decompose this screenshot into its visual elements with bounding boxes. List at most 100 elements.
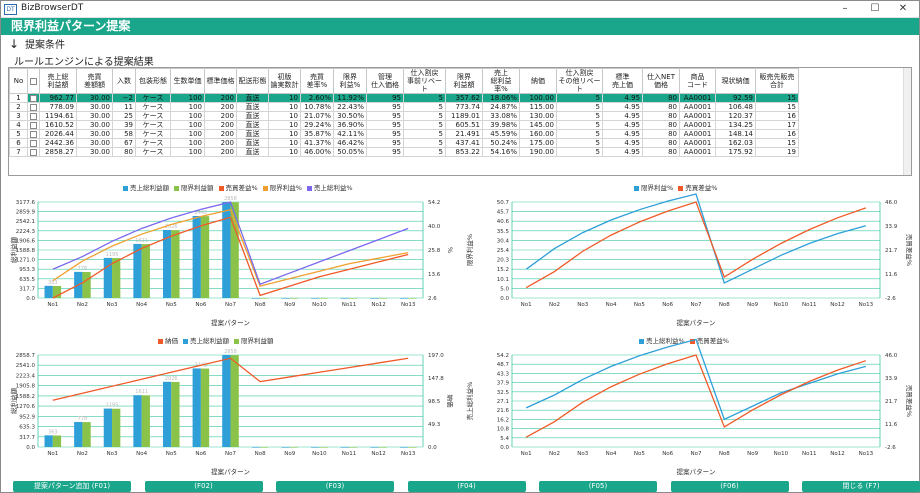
column-header[interactable]: 仕入割戻 その他リベート (556, 68, 603, 94)
series-line[interactable] (52, 208, 409, 287)
bar[interactable] (260, 447, 269, 448)
series-line[interactable] (525, 354, 867, 438)
bar[interactable] (399, 447, 409, 448)
column-header[interactable]: 売上総 利益額 (39, 68, 77, 94)
footer-button-f5[interactable]: (F05) (539, 481, 657, 492)
select-all-checkbox[interactable] (30, 77, 37, 85)
bar[interactable] (82, 272, 91, 298)
row-checkbox[interactable] (30, 121, 37, 129)
bar[interactable] (340, 447, 349, 448)
column-header[interactable]: 仕入割戻 事前リベート (403, 68, 446, 94)
footer-button-f7[interactable]: 閉じる (F7) (802, 481, 920, 492)
grid-scrollbar[interactable] (903, 68, 911, 175)
column-header[interactable]: 現状納価 (715, 68, 756, 94)
bar[interactable] (171, 230, 180, 298)
row-checkbox[interactable] (30, 112, 37, 120)
column-header[interactable]: 売買 差率% (300, 68, 334, 94)
bar[interactable] (74, 421, 83, 447)
bar[interactable] (200, 368, 210, 447)
bar[interactable] (133, 243, 142, 298)
column-header[interactable]: 商品 コード (679, 68, 716, 94)
table-row[interactable]: 1 962.77 30.00 −2 ケース 100 200 直送 10 2.60% 11.92% 95… (9, 93, 799, 103)
bar[interactable] (192, 368, 201, 447)
table-row[interactable]: 5 2026.44 30.00 58 ケース 100 200 直送 10 35.87% 42.11%… (9, 129, 799, 139)
footer-button-f2[interactable]: (F02) (144, 481, 263, 492)
bar[interactable] (408, 447, 417, 448)
bar[interactable] (162, 229, 172, 298)
bar[interactable] (281, 298, 290, 299)
row-checkbox[interactable] (30, 139, 37, 147)
column-header[interactable] (27, 68, 40, 94)
bar[interactable] (230, 355, 239, 447)
column-header[interactable]: 売上 総利益率% (482, 68, 520, 94)
footer-button-f6[interactable]: (F06) (670, 481, 789, 492)
bar[interactable] (52, 435, 62, 447)
bar[interactable] (82, 422, 91, 447)
column-header[interactable]: 生数単価 (170, 68, 205, 94)
bar[interactable] (103, 408, 113, 447)
series-line[interactable] (525, 193, 867, 284)
row-checkbox[interactable] (30, 94, 37, 102)
bar[interactable] (319, 298, 328, 299)
table-row[interactable]: 3 1194.61 30.00 25 ケース 100 200 直送 10 21.07% 30.50%… (9, 111, 799, 121)
bar[interactable] (222, 202, 231, 298)
bar[interactable] (230, 202, 239, 298)
column-header[interactable]: 包装形態 (135, 68, 171, 94)
bar[interactable] (171, 381, 180, 447)
bar[interactable] (408, 298, 417, 299)
column-header[interactable]: 入数 (112, 68, 136, 94)
column-header[interactable]: 標準 売上価 (602, 68, 643, 94)
bar[interactable] (112, 408, 121, 447)
bar[interactable] (222, 355, 231, 447)
table-row[interactable]: 6 2442.36 30.00 67 ケース 100 200 直送 10 41.37% 46.42%… (9, 138, 799, 148)
row-checkbox[interactable] (30, 148, 37, 156)
bar[interactable] (112, 258, 121, 298)
series-line[interactable] (52, 201, 409, 286)
bar[interactable] (44, 285, 53, 298)
bar[interactable] (311, 298, 320, 299)
bar[interactable] (200, 216, 210, 298)
column-header[interactable]: 販売先販売 合計 (755, 68, 799, 94)
series-line[interactable] (525, 338, 867, 421)
conditions-toggle[interactable]: ↓ 提案条件 (9, 36, 65, 51)
bar[interactable] (348, 447, 358, 448)
bar[interactable] (289, 447, 299, 448)
bar[interactable] (141, 244, 150, 298)
bar[interactable] (319, 447, 328, 448)
bar[interactable] (251, 447, 261, 448)
bar[interactable] (251, 298, 261, 299)
bar[interactable] (141, 395, 150, 447)
bar[interactable] (52, 285, 62, 298)
table-row[interactable]: 7 2858.27 30.00 80 ケース 100 200 直送 10 46.00% 50.05%… (9, 147, 799, 157)
series-line[interactable] (52, 357, 409, 401)
series-line[interactable] (52, 216, 409, 299)
bar[interactable] (103, 257, 113, 298)
column-header[interactable]: 管理 仕入価格 (366, 68, 404, 94)
bar[interactable] (260, 298, 269, 299)
bar[interactable] (44, 435, 53, 447)
column-header[interactable]: 限界 利益額 (445, 68, 483, 94)
bar[interactable] (399, 298, 409, 299)
column-header[interactable]: 標準価格 (204, 68, 237, 94)
series-line[interactable] (525, 201, 867, 289)
maximize-button[interactable]: ☐ (870, 3, 880, 14)
table-row[interactable]: 2 778.09 30.00 11 ケース 100 200 直送 10 10.78% 22.43% 9… (9, 102, 799, 112)
bar[interactable] (192, 215, 201, 298)
bar[interactable] (162, 381, 172, 447)
bar[interactable] (370, 298, 379, 299)
row-checkbox[interactable] (30, 103, 37, 111)
bar[interactable] (348, 298, 358, 299)
bar[interactable] (289, 298, 299, 299)
close-button[interactable]: ✕ (898, 3, 908, 14)
bar[interactable] (340, 298, 349, 299)
bar[interactable] (378, 298, 387, 299)
minimize-button[interactable]: – (842, 3, 848, 14)
column-header[interactable]: 納価 (519, 68, 557, 94)
footer-button-f3[interactable]: (F03) (276, 481, 394, 492)
bar[interactable] (311, 447, 320, 448)
column-header[interactable]: 配送形態 (236, 68, 269, 94)
column-header[interactable]: No (9, 68, 28, 94)
column-header[interactable]: 限界 利益% (333, 68, 367, 94)
bar[interactable] (281, 447, 290, 448)
bar[interactable] (378, 447, 387, 448)
